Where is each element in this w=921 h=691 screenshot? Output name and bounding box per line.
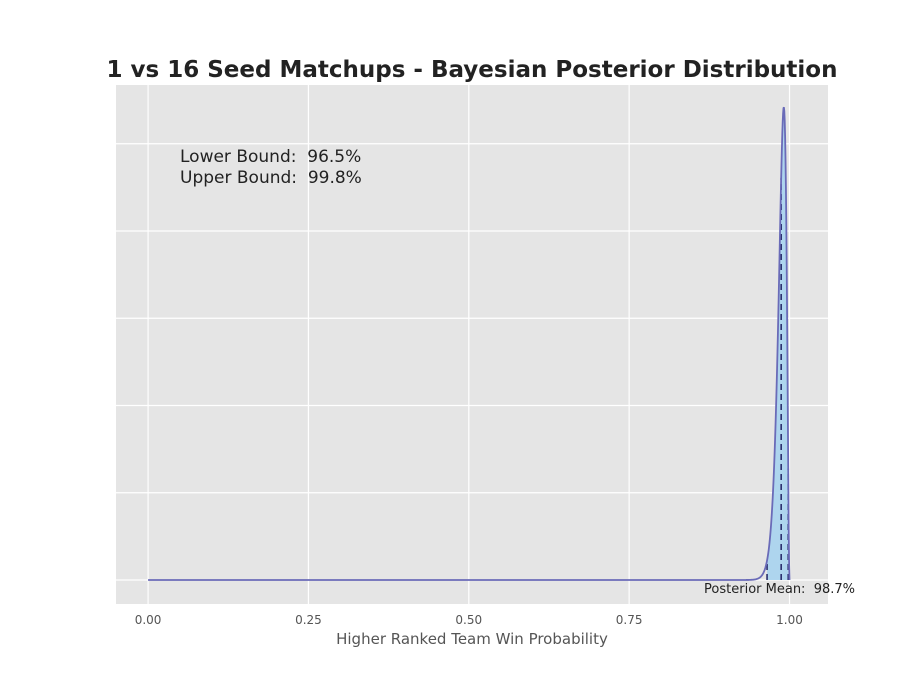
plot-background — [116, 85, 828, 604]
x-tick-label-1: 0.25 — [295, 613, 322, 627]
lower-bound-label: Lower Bound: 96.5% — [180, 147, 361, 167]
posterior-mean-label: Posterior Mean: 98.7% — [704, 582, 855, 597]
x-axis-ticks: 0.00 0.25 0.50 0.75 1.00 — [135, 613, 803, 627]
credible-interval-fill — [767, 106, 789, 580]
chart-title: 1 vs 16 Seed Matchups - Bayesian Posteri… — [107, 57, 838, 83]
posterior-density-curve — [148, 106, 791, 581]
x-tick-label-4: 1.00 — [776, 613, 803, 627]
x-axis-label: Higher Ranked Team Win Probability — [336, 630, 608, 648]
x-tick-label-0: 0.00 — [135, 613, 162, 627]
posterior-curve-line — [148, 106, 791, 581]
x-tick-label-2: 0.50 — [455, 613, 482, 627]
credible-interval-area — [767, 106, 789, 580]
x-tick-label-3: 0.75 — [616, 613, 643, 627]
vertical-gridlines — [147, 85, 791, 604]
upper-bound-label: Upper Bound: 99.8% — [180, 168, 362, 188]
